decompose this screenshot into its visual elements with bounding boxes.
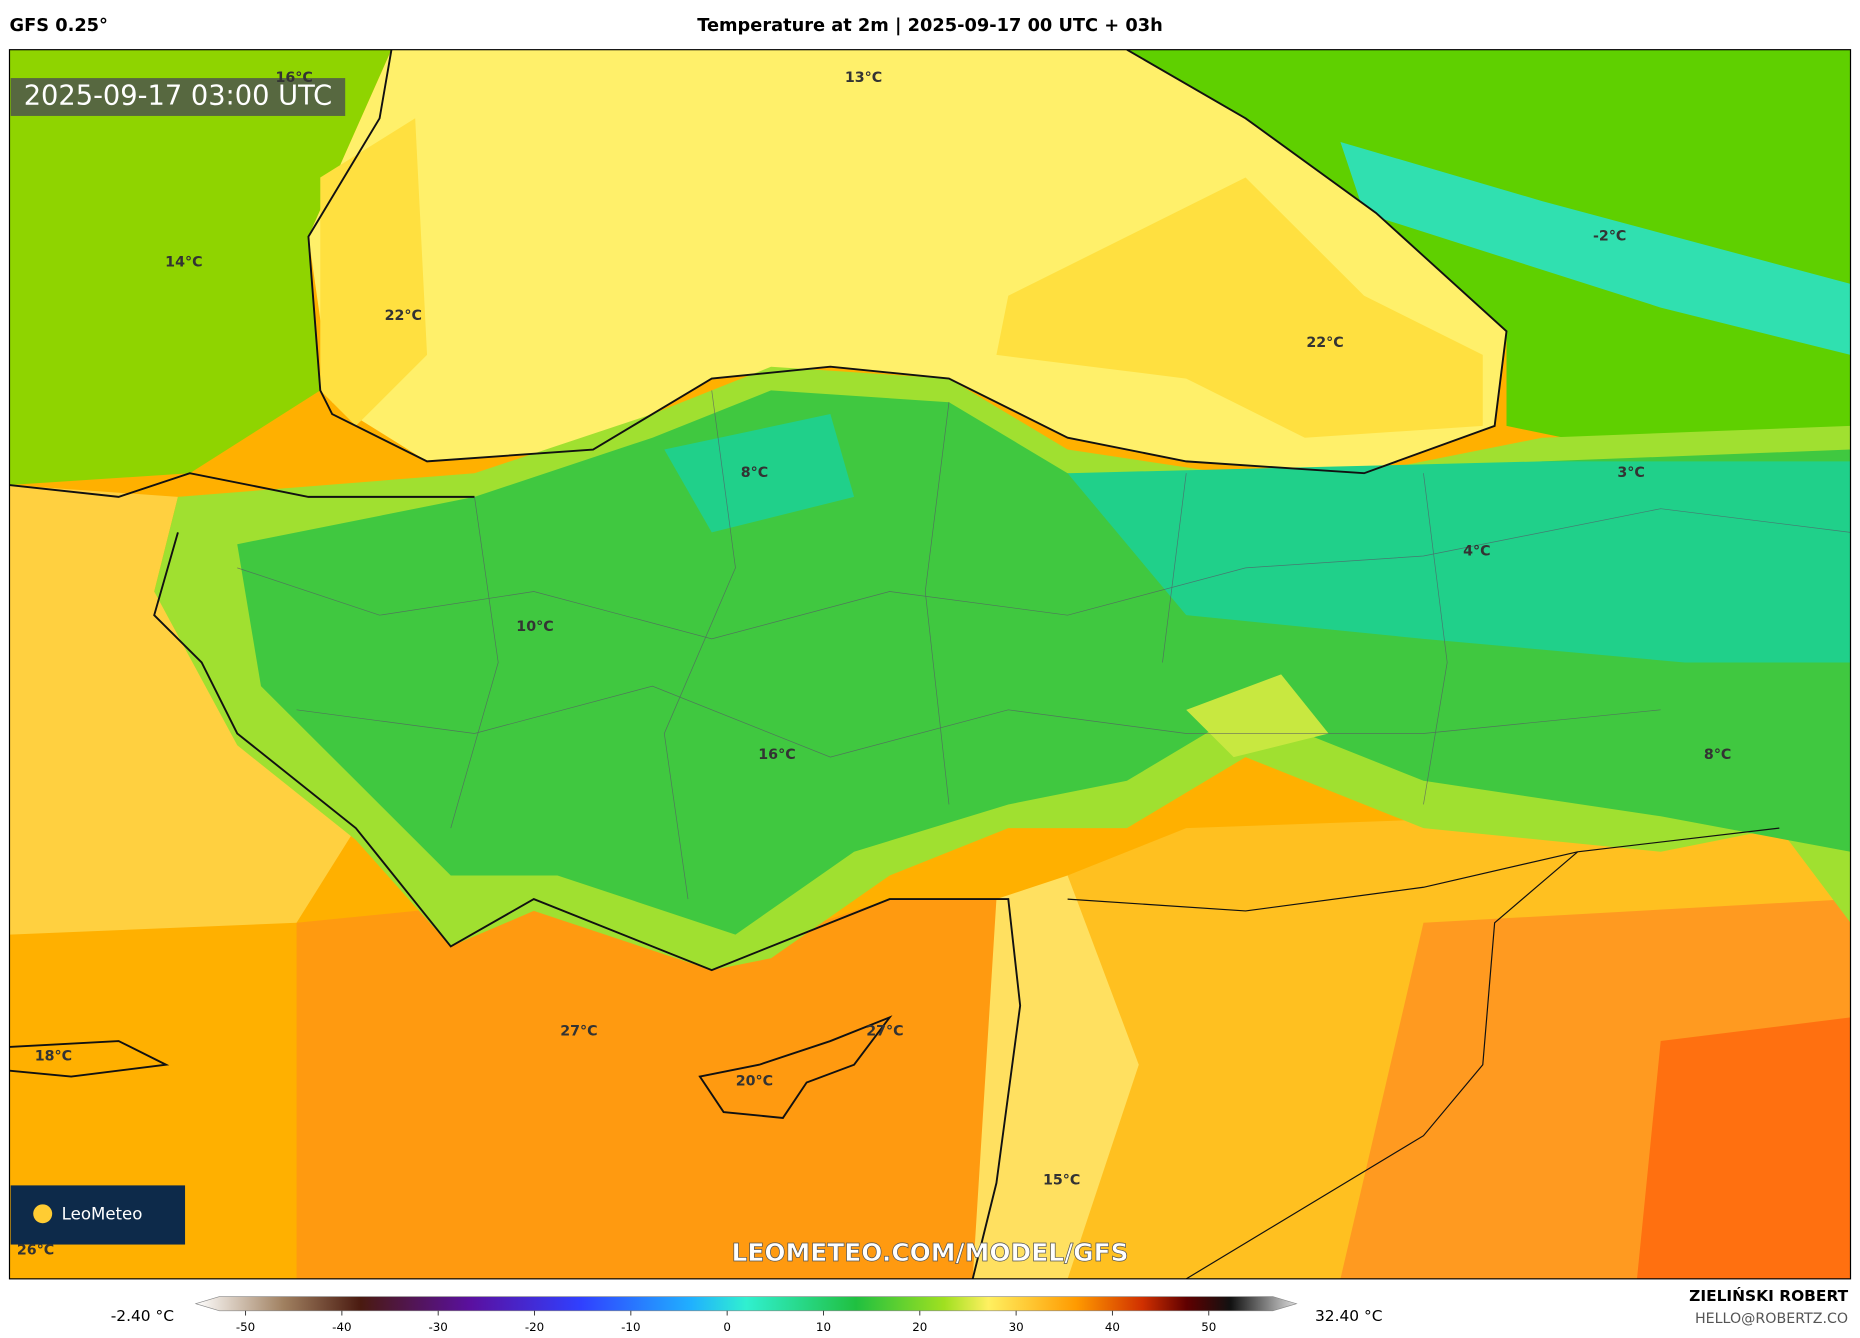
temperature-label: 10°C xyxy=(516,619,553,635)
temperature-label: 3°C xyxy=(1617,465,1644,481)
colorbar-min: -2.40 °C xyxy=(111,1307,174,1325)
author: ZIELIŃSKI ROBERT xyxy=(1689,1286,1848,1305)
colorbar-tick-label: 10 xyxy=(816,1320,831,1334)
colorbar-tick-label: 0 xyxy=(723,1320,731,1334)
colorbar-tick-label: 20 xyxy=(912,1320,927,1334)
email: HELLO@ROBERTZ.CO xyxy=(1695,1311,1848,1327)
watermark: LEOMETEO.COM/MODEL/GFS xyxy=(731,1238,1128,1267)
temperature-label: 8°C xyxy=(1704,747,1731,763)
logo: LeoMeteo xyxy=(62,1204,143,1223)
logo-sun xyxy=(33,1204,53,1224)
timestamp: 2025-09-17 03:00 UTC xyxy=(24,81,332,112)
temperature-label: 15°C xyxy=(1043,1173,1080,1189)
temperature-label: 8°C xyxy=(741,465,768,481)
colorbar-max: 32.40 °C xyxy=(1315,1307,1382,1325)
temperature-label: 22°C xyxy=(385,308,422,324)
model-name: GFS 0.25° xyxy=(9,16,107,36)
temperature-label: 14°C xyxy=(165,255,202,271)
temperature-label: 4°C xyxy=(1463,543,1490,559)
timestamp-box xyxy=(10,78,346,116)
temperature-label: 16°C xyxy=(758,747,795,763)
colorbar xyxy=(194,1296,1298,1312)
map xyxy=(9,49,1851,1279)
colorbar-tick-label: -20 xyxy=(525,1320,544,1334)
colorbar-tick-label: -30 xyxy=(429,1320,448,1334)
temperature-label: 18°C xyxy=(35,1048,72,1064)
temperature-label: 22°C xyxy=(1306,335,1343,351)
temperature-label: 26°C xyxy=(17,1242,54,1258)
temperature-label: 16°C xyxy=(276,70,313,86)
colorbar-tick-label: -50 xyxy=(236,1320,255,1334)
temperature-label: 27°C xyxy=(560,1024,597,1040)
colorbar-tick-label: 40 xyxy=(1105,1320,1120,1334)
colorbar-tick-label: 50 xyxy=(1201,1320,1216,1334)
temperature-label: 13°C xyxy=(845,70,882,86)
colorbar-tick-label: 30 xyxy=(1009,1320,1024,1334)
temperature-label: 20°C xyxy=(736,1073,773,1089)
temperature-label: -2°C xyxy=(1593,229,1626,245)
colorbar-tick-label: -40 xyxy=(332,1320,351,1334)
colorbar-tick-label: -10 xyxy=(621,1320,640,1334)
map-title: Temperature at 2m | 2025-09-17 00 UTC + … xyxy=(697,16,1163,36)
temperature-label: 27°C xyxy=(866,1024,903,1040)
map-frame xyxy=(8,49,1852,1280)
